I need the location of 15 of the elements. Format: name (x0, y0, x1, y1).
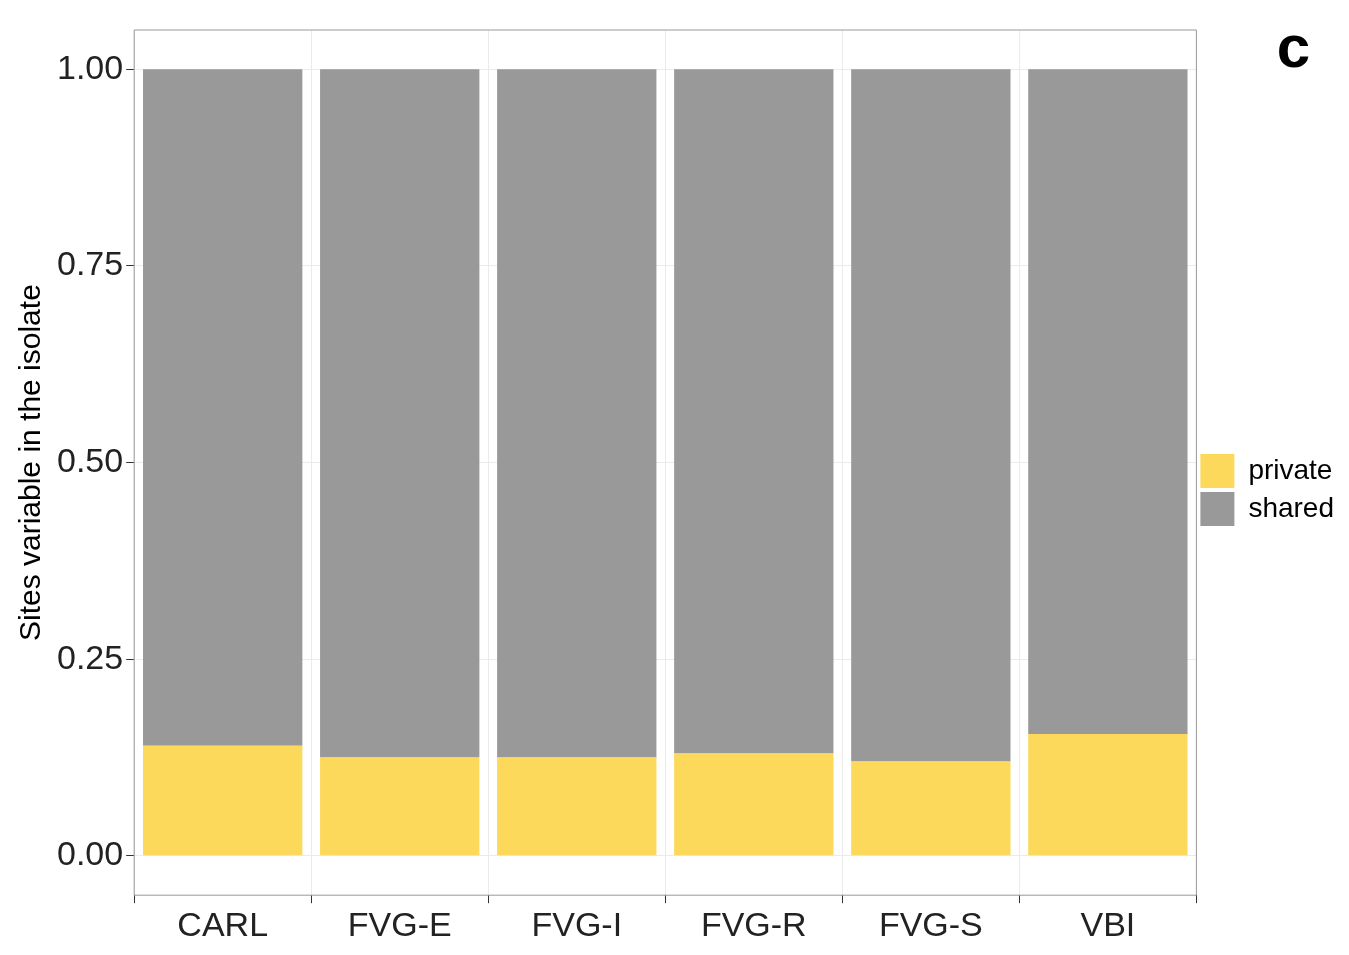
x-tick-label: FVG-S (878, 904, 983, 943)
x-tick-label: FVG-I (531, 904, 623, 943)
y-tick-label: 0.50 (56, 440, 124, 479)
y-axis-title: Sites variable in the isolate (13, 284, 47, 642)
legend-label: private (1248, 453, 1333, 485)
x-tick-label: VBI (1080, 904, 1136, 943)
x-tick-label: FVG-R (700, 904, 807, 943)
y-tick-label: 1.00 (56, 47, 124, 86)
y-tick-label: 0.75 (56, 244, 124, 283)
y-tick-label: 0.25 (56, 637, 124, 676)
y-tick-label: 0.00 (56, 834, 124, 873)
text: c (1276, 12, 1310, 80)
x-tick-label: FVG-E (347, 904, 452, 943)
legend-label: shared (1248, 491, 1335, 523)
x-tick-label: CARL (177, 904, 269, 943)
